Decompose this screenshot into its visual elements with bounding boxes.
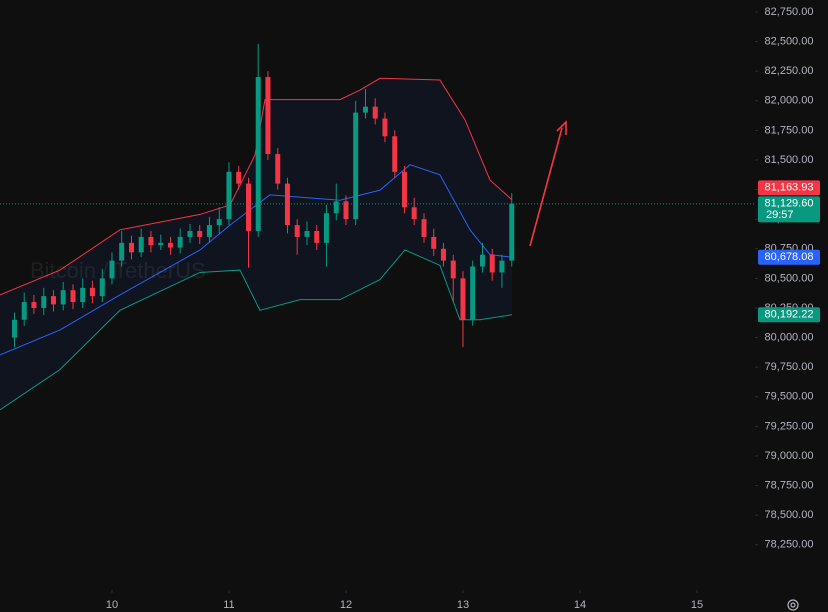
candle-body: [158, 242, 164, 246]
candle-body: [206, 225, 212, 237]
y-tick-label: 79,000.00: [765, 450, 814, 462]
candle-body: [70, 290, 76, 303]
x-tick-label: 12: [340, 599, 352, 611]
y-tick-label: 82,500.00: [765, 35, 814, 47]
candle-body: [31, 302, 37, 308]
y-tick-label: 82,250.00: [765, 65, 814, 77]
x-tick-label: 13: [457, 599, 469, 611]
candle-body: [284, 183, 290, 226]
candle-body: [265, 77, 271, 155]
y-tick-label: 82,000.00: [765, 95, 814, 107]
price-marker: [758, 196, 820, 223]
y-tick-label: 81,750.00: [765, 124, 814, 136]
y-tick-label: 79,750.00: [765, 361, 814, 373]
candle-body: [216, 219, 222, 226]
arrow-head: [556, 120, 567, 135]
y-tick-label: 78,750.00: [765, 479, 814, 491]
y-tick-label: 80,500.00: [765, 272, 814, 284]
price-countdown: 29:57: [766, 209, 794, 221]
candle-body: [294, 225, 300, 237]
candle-body: [440, 248, 446, 261]
candle-body: [304, 231, 310, 237]
candle-body: [236, 171, 242, 184]
candle-body: [12, 319, 18, 338]
x-tick-label: 10: [106, 599, 118, 611]
band-line: [0, 77, 513, 296]
candle-body: [148, 236, 154, 246]
candle-body: [450, 260, 456, 279]
watermark: Bitcoin / TetherUS: [30, 258, 206, 283]
price-marker-label: 81,129.60: [765, 198, 814, 210]
candle-body: [275, 154, 281, 184]
candle-body: [314, 231, 320, 243]
candle-body: [401, 171, 407, 208]
candle-body: [60, 290, 66, 305]
band-fill: [0, 78, 512, 410]
x-tick-label: 14: [574, 599, 586, 611]
candle-body: [246, 183, 252, 232]
y-tick-label: 81,500.00: [765, 154, 814, 166]
settings-ring: [787, 599, 799, 611]
candle-body: [89, 287, 95, 297]
candle-body: [460, 278, 466, 320]
price-marker: [758, 307, 820, 323]
price-marker: [758, 249, 820, 265]
band-line: [0, 164, 513, 356]
candle-body: [197, 231, 203, 237]
band-line: [0, 249, 513, 411]
candle-body: [187, 231, 193, 237]
price-marker-label: 80,192.22: [765, 309, 814, 321]
candle-body: [392, 136, 398, 172]
candle-body: [509, 203, 515, 261]
candle-body: [421, 219, 427, 237]
y-tick-label: 82,750.00: [765, 6, 814, 18]
settings-core: [790, 602, 796, 608]
candle-body: [372, 106, 378, 119]
x-tick-label: 15: [691, 599, 703, 611]
candle-body: [50, 296, 56, 305]
candle-body: [343, 201, 349, 220]
candle-body: [21, 302, 27, 320]
y-tick-label: 79,500.00: [765, 391, 814, 403]
candle-body: [363, 106, 369, 113]
candle-body: [226, 171, 232, 220]
candle-body: [99, 278, 105, 297]
candle-body: [177, 236, 183, 248]
candle-body: [138, 236, 144, 253]
arrow-line: [529, 127, 563, 247]
candle-body: [470, 266, 476, 320]
y-tick-label: 78,500.00: [765, 509, 814, 521]
candle-body: [431, 236, 437, 249]
candle-body: [80, 287, 86, 303]
candle-body: [323, 213, 329, 243]
candle-body: [255, 77, 261, 232]
candle-body: [353, 112, 359, 220]
y-tick-label: 79,250.00: [765, 420, 814, 432]
y-tick-label: 78,250.00: [765, 539, 814, 551]
candle-body: [333, 201, 339, 214]
candle-body: [41, 296, 47, 308]
candle-body: [167, 242, 173, 248]
candle-body: [411, 207, 417, 220]
candle-body: [109, 260, 115, 279]
candle-body: [129, 242, 135, 253]
price-marker: [758, 180, 820, 196]
candle-body: [480, 254, 486, 267]
candle-body: [119, 242, 125, 261]
settings-icon[interactable]: [787, 599, 799, 611]
price-marker-label: 80,678.08: [765, 251, 814, 263]
candle-body: [382, 118, 388, 137]
x-tick-label: 11: [223, 599, 234, 611]
candle-body: [499, 260, 505, 273]
candle-body: [489, 254, 495, 273]
price-marker-label: 81,163.93: [765, 182, 814, 194]
y-tick-label: 80,000.00: [765, 331, 814, 343]
